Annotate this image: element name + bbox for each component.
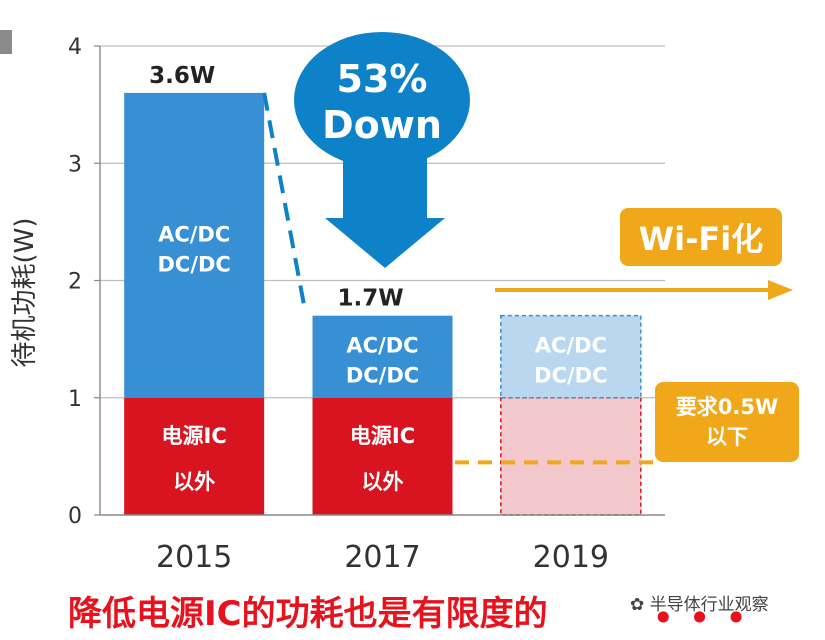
bar-top-label: AC/DC: [346, 334, 418, 358]
wifi-badge: [620, 208, 782, 266]
watermark-text: 半导体行业观察: [649, 595, 769, 615]
requirement-label: 要求0.5W: [676, 395, 778, 419]
bar-top-2015: [124, 92, 265, 398]
caption: 降低电源IC的功耗也是有限度的: [68, 594, 548, 634]
requirement-badge: [655, 382, 799, 462]
bar-top-label: AC/DC: [158, 222, 230, 246]
y-axis-label: 待机功耗(W): [10, 218, 40, 368]
bar-top-label: DC/DC: [534, 364, 607, 388]
bar-top-label: DC/DC: [157, 252, 230, 276]
x-tick-label: 2015: [156, 540, 232, 575]
bar-bottom-2019: [500, 397, 642, 516]
x-tick-label: 2019: [533, 540, 609, 575]
wechat-icon: ✿: [630, 595, 645, 615]
bar-top-2017: [312, 315, 453, 398]
wifi-badge-label: Wi-Fi化: [639, 220, 763, 258]
down-arrow-icon: [325, 150, 445, 268]
down-arrow-label: 53%: [337, 57, 428, 101]
bar-top-label: AC/DC: [535, 334, 607, 358]
down-arrow-bubble: [294, 32, 470, 168]
bar-bottom-2017: [312, 397, 453, 515]
y-tick-label: 4: [68, 35, 82, 60]
y-tick-label: 2: [68, 270, 82, 295]
value-label: 1.7W: [338, 286, 404, 312]
requirement-label: 以下: [706, 425, 748, 449]
value-label: 3.6W: [149, 63, 215, 89]
ellipsis-dots: •••: [652, 596, 762, 640]
watermark: ✿ 半导体行业观察: [630, 590, 769, 615]
bar-bottom-label: 电源IC: [350, 424, 415, 448]
x-tick-label: 2017: [344, 540, 420, 575]
bar-bottom-label: 以外: [362, 470, 404, 494]
trend-arrow-icon: [768, 280, 793, 300]
down-arrow-label: Down: [322, 103, 442, 147]
bar-top-2019: [500, 314, 642, 399]
drop-connector: [262, 92, 307, 309]
y-tick-label: 0: [68, 504, 82, 529]
bar-bottom-2015: [124, 397, 265, 515]
bar-bottom-label: 电源IC: [162, 424, 227, 448]
corner-marker: [0, 30, 12, 54]
y-tick-label: 3: [68, 152, 82, 177]
bar-top-label: DC/DC: [346, 364, 419, 388]
bar-bottom-label: 以外: [173, 470, 215, 494]
y-tick-label: 1: [68, 387, 82, 412]
